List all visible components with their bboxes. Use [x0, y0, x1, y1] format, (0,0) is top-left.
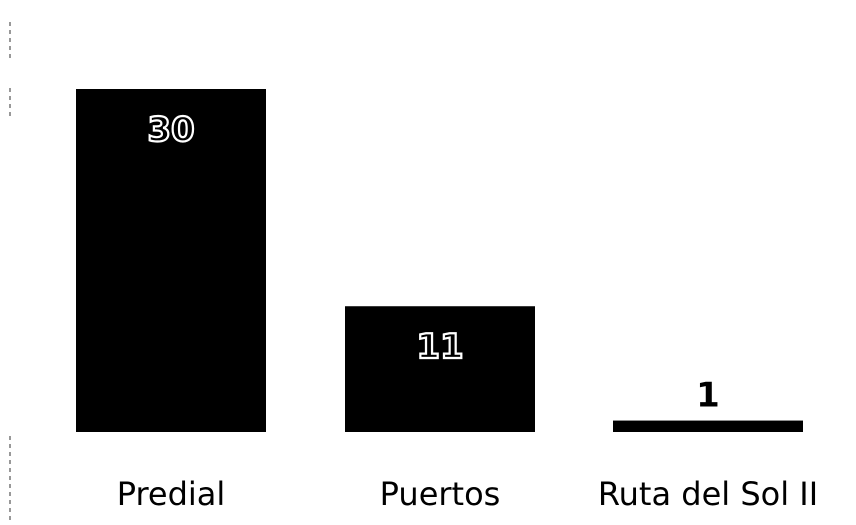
value-label-ruta-del-sol-ii: 1	[696, 376, 720, 416]
category-label-puertos: Puertos	[380, 475, 501, 513]
bars-layer	[76, 89, 803, 432]
category-label-predial: Predial	[117, 475, 226, 513]
value-label-puertos: 11	[416, 327, 463, 367]
bar-ruta-del-sol-ii	[613, 420, 803, 432]
bar-puertos	[345, 306, 535, 432]
category-labels-layer: Predial Puertos Ruta del Sol II	[117, 475, 818, 513]
bar-predial	[76, 89, 266, 432]
category-label-ruta-del-sol-ii: Ruta del Sol II	[598, 475, 818, 513]
value-label-predial: 30	[147, 110, 194, 150]
